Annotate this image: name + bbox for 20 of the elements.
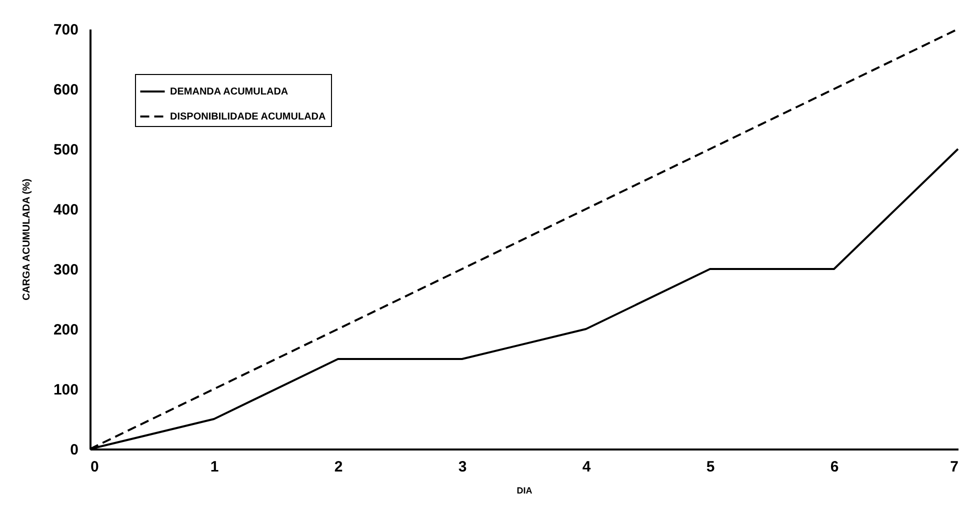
- legend-label: DEMANDA ACUMULADA: [170, 86, 288, 98]
- x-tick-label: 7: [950, 458, 958, 476]
- y-tick-label: 200: [53, 322, 78, 338]
- y-tick-label: 300: [53, 262, 78, 278]
- x-tick-label: 1: [210, 458, 219, 476]
- y-tick-label: 600: [53, 82, 78, 98]
- y-tick-label: 500: [53, 142, 78, 158]
- x-tick-label: 5: [706, 458, 715, 476]
- y-tick-label: 100: [53, 382, 78, 398]
- y-tick-label: 0: [70, 442, 78, 458]
- y-axis-title: CARGA ACUMULADA (%): [21, 178, 32, 300]
- y-tick-label: 700: [53, 22, 78, 38]
- x-axis-title: DIA: [516, 486, 533, 496]
- y-tick-label: 400: [53, 202, 78, 218]
- x-tick-label: 4: [582, 458, 592, 476]
- x-tick-label: 6: [830, 458, 839, 476]
- legend-label: DISPONIBILIDADE ACUMULADA: [170, 112, 326, 122]
- x-tick-label: 0: [90, 458, 99, 476]
- x-tick-label: 3: [458, 458, 467, 476]
- x-tick-label: 2: [334, 458, 343, 476]
